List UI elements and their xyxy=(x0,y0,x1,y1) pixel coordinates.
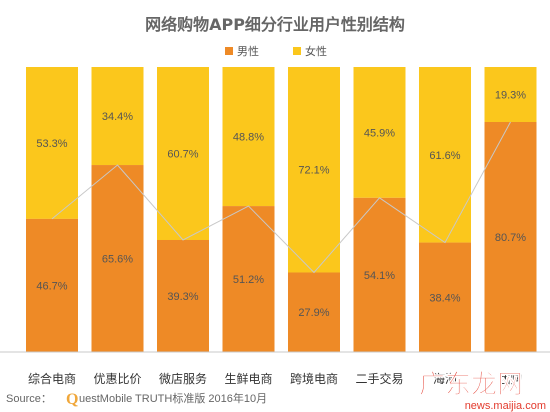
source-brand-q: Q xyxy=(66,391,78,408)
bar-male-7 xyxy=(484,122,537,352)
bar-male-3 xyxy=(222,206,275,352)
value-label-male-0: 46.7% xyxy=(36,280,67,292)
category-label-0: 综合电商 xyxy=(28,371,76,386)
bar-female-6 xyxy=(419,67,471,243)
legend-label-female: 女性 xyxy=(305,44,327,58)
category-label-3: 生鲜电商 xyxy=(224,371,272,386)
legend-swatch-female xyxy=(293,47,301,55)
value-label-male-6: 38.4% xyxy=(429,292,460,304)
watermark: 广东龙网 news.maijia.com xyxy=(419,369,546,412)
value-label-female-1: 34.4% xyxy=(102,111,133,123)
value-label-male-3: 51.2% xyxy=(233,274,264,286)
bar-female-0 xyxy=(26,67,78,219)
legend-label-male: 男性 xyxy=(237,44,259,58)
value-label-female-2: 60.7% xyxy=(167,148,198,160)
bar-female-7 xyxy=(484,67,537,123)
legend-swatch-male xyxy=(225,47,233,55)
bar-male-6 xyxy=(419,242,471,352)
bar-female-3 xyxy=(222,67,275,207)
value-label-male-5: 54.1% xyxy=(364,270,395,282)
category-label-4: 跨境电商 xyxy=(290,371,338,386)
legend: 男性 女性 xyxy=(225,44,327,58)
bar-female-1 xyxy=(91,67,144,166)
value-label-male-4: 27.9% xyxy=(298,307,329,319)
value-label-female-5: 45.9% xyxy=(364,127,395,139)
bar-female-2 xyxy=(157,67,209,240)
category-label-7: 团购 xyxy=(498,371,522,386)
value-labels-group: 53.3% 46.7% 34.4% 65.6% 60.7% 39.3% 48.8% 51.2%… xyxy=(36,90,526,320)
connector-line xyxy=(51,121,511,274)
bar-male-1 xyxy=(91,165,144,352)
source-brand-rest: uestMobile TRUTH标准版 2016年10月 xyxy=(79,391,267,405)
bar-female-5 xyxy=(353,67,406,198)
value-label-female-3: 48.8% xyxy=(233,132,264,144)
value-label-female-4: 72.1% xyxy=(298,165,329,177)
chart-title: 网络购物APP细分行业用户性别结构 xyxy=(145,15,405,34)
bar-male-5 xyxy=(353,197,406,352)
value-label-male-1: 65.6% xyxy=(102,254,133,266)
value-label-female-0: 53.3% xyxy=(36,138,67,150)
value-label-female-7: 19.3% xyxy=(495,90,526,102)
category-label-5: 二手交易 xyxy=(355,371,403,386)
category-labels-group: 综合电商 优惠比价 微店服务 生鲜电商 跨境电商 二手交易 海淘 团购 xyxy=(28,371,523,386)
bar-male-4 xyxy=(288,272,340,352)
watermark-subtext: news.maijia.com xyxy=(465,400,546,412)
category-label-2: 微店服务 xyxy=(159,371,207,386)
source-note: Source： Q uestMobile TRUTH标准版 2016年10月 xyxy=(6,391,267,408)
bars-group xyxy=(26,67,537,352)
bar-male-0 xyxy=(26,218,78,352)
value-label-male-2: 39.3% xyxy=(167,291,198,303)
source-prefix: Source： xyxy=(6,393,52,405)
bar-female-4 xyxy=(288,67,340,273)
value-label-female-6: 61.6% xyxy=(429,150,460,162)
category-label-6: 海淘 xyxy=(433,371,457,386)
watermark-text: 广东龙网 xyxy=(419,369,523,400)
value-label-male-7: 80.7% xyxy=(495,232,526,244)
bar-male-2 xyxy=(157,239,209,352)
category-label-1: 优惠比价 xyxy=(93,372,141,386)
